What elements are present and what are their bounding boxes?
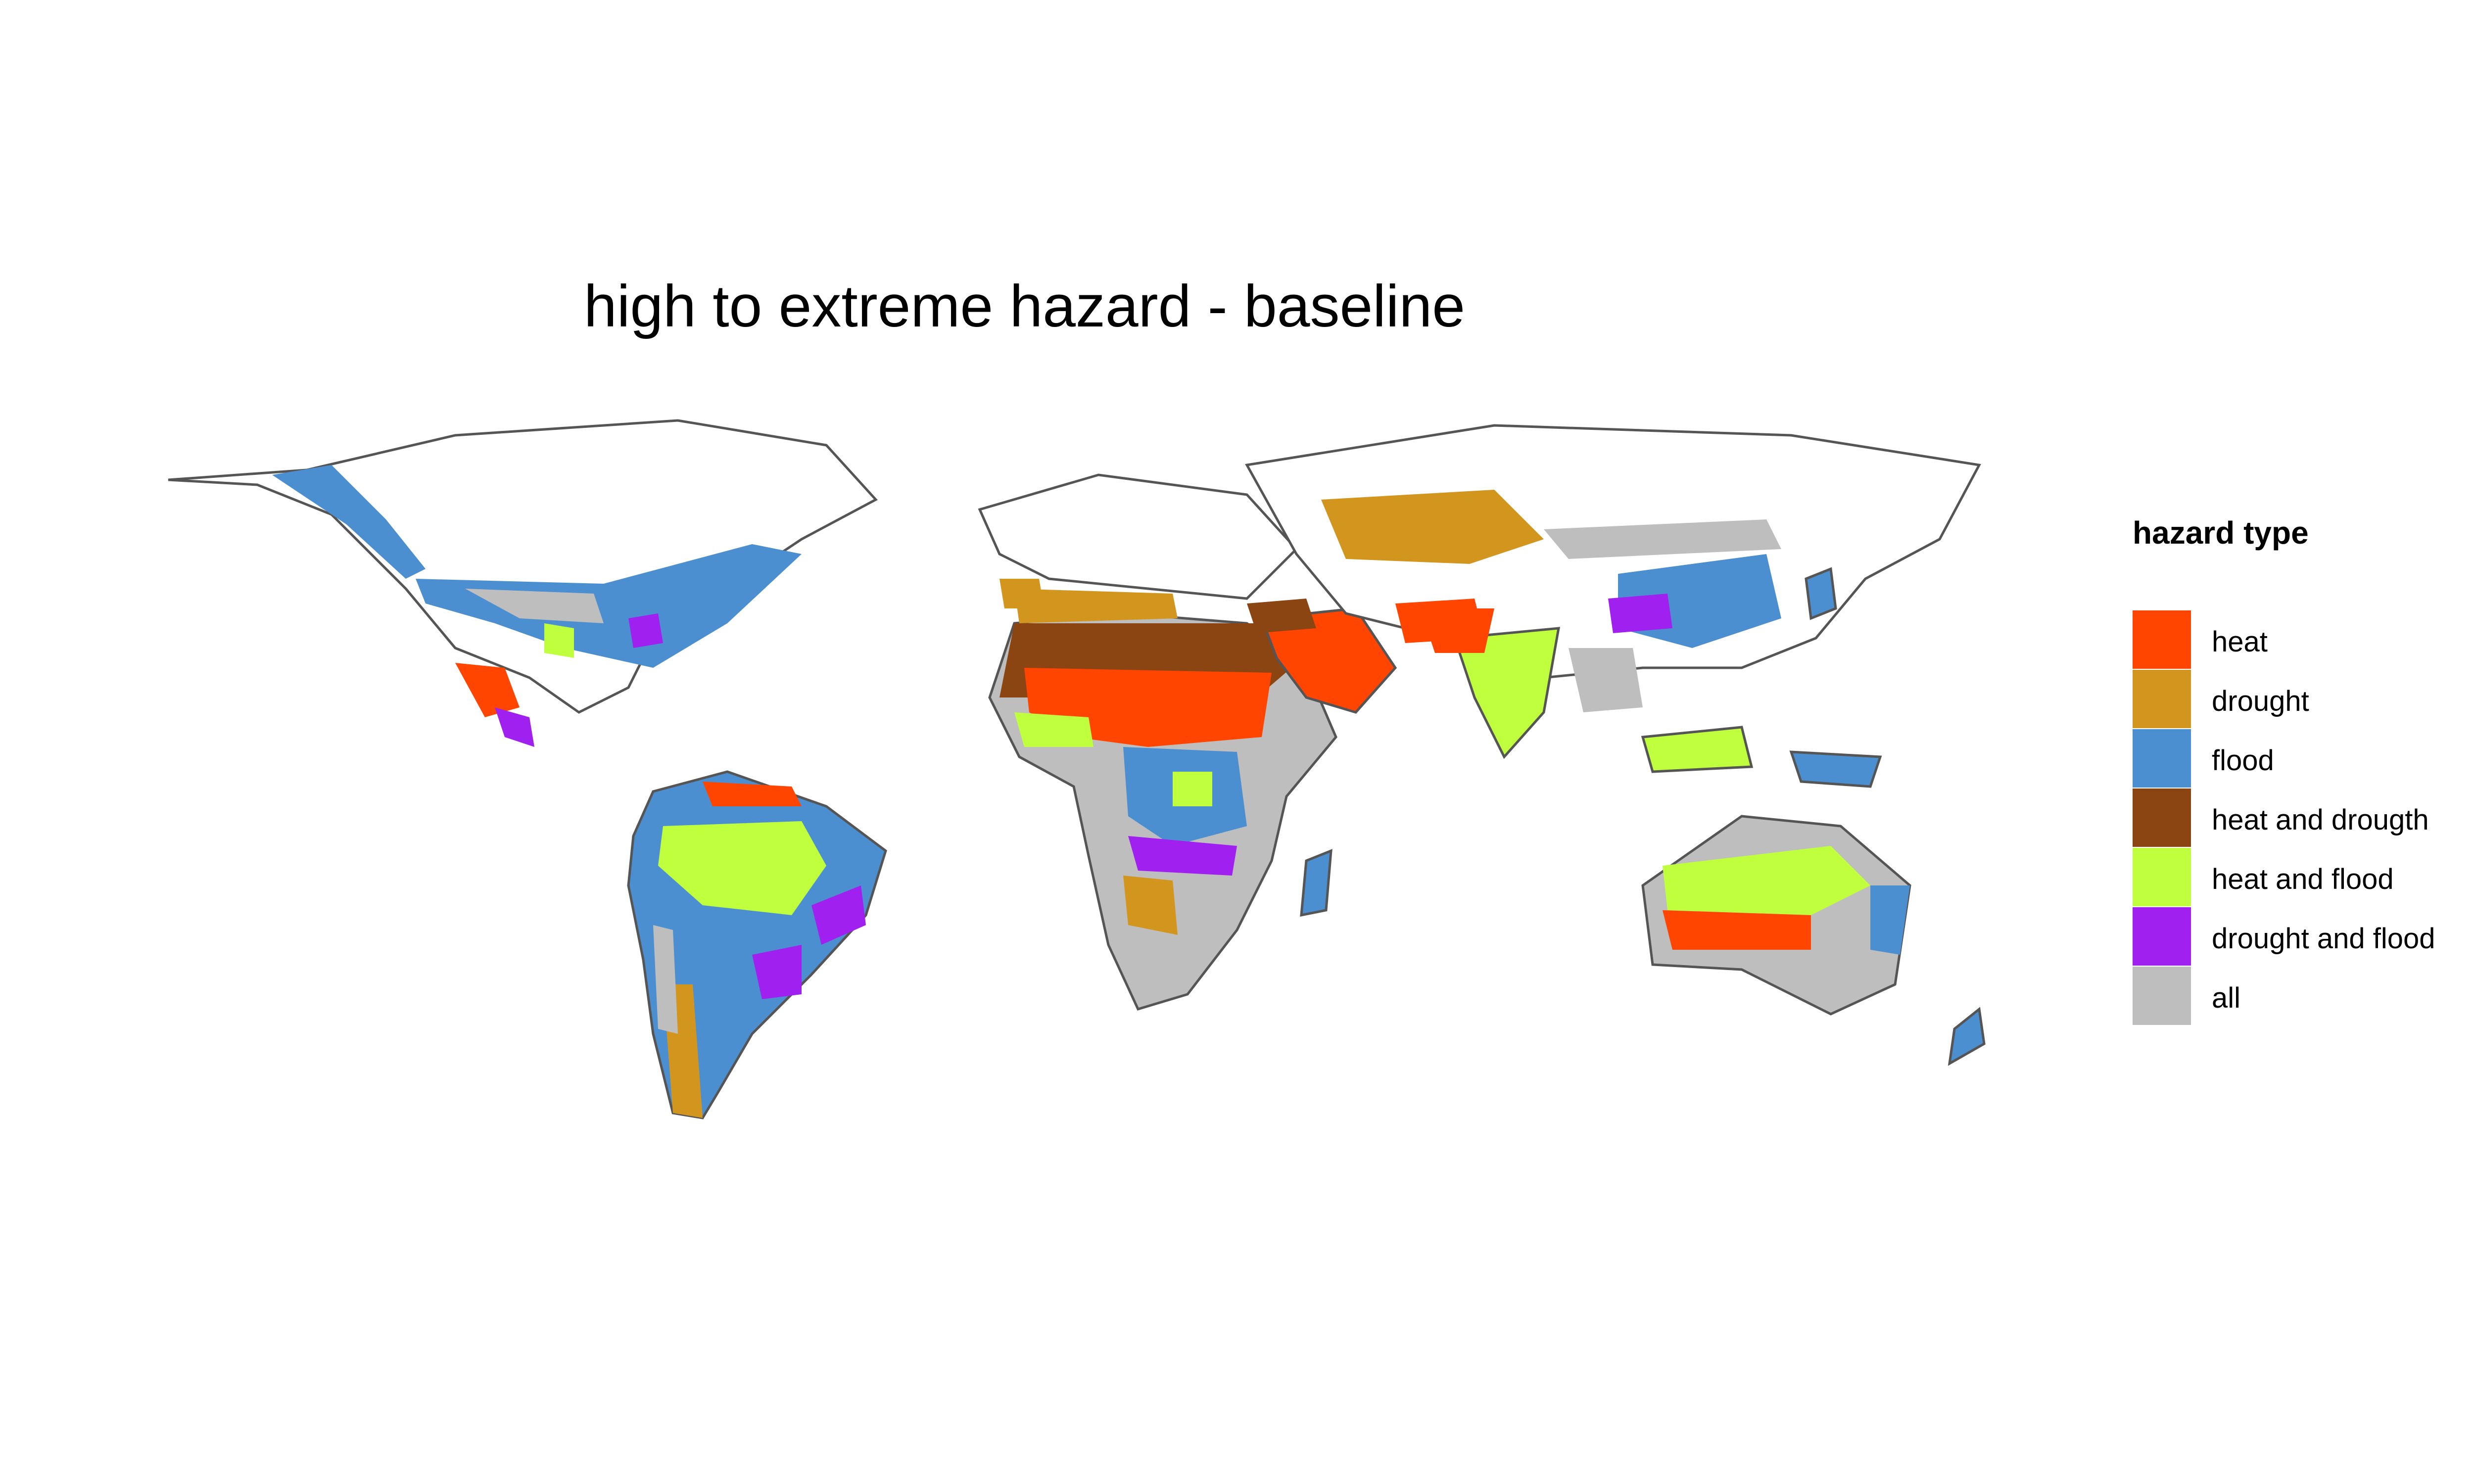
legend-swatch	[2133, 729, 2191, 788]
region-europe-land	[978, 473, 1298, 600]
legend-item-flood: flood	[2133, 729, 2474, 788]
legend-swatch	[2133, 788, 2191, 847]
legend-swatch	[2133, 907, 2191, 966]
legend-label: all	[2212, 982, 2241, 1014]
legend-item-heat-drought: heat and drougth	[2133, 788, 2474, 848]
region-parana-dryflood	[752, 945, 802, 999]
region-central-asia-drought	[1321, 490, 1544, 564]
legend-item-drought-flood: drought and flood	[2133, 907, 2474, 967]
region-north-africa-drought	[1014, 589, 1178, 623]
region-amazon-heatflood	[658, 821, 826, 915]
region-indonesia-heatflood	[1641, 726, 1754, 773]
world-hazard-map	[168, 419, 1986, 1119]
region-madagascar-flood	[1300, 849, 1332, 917]
region-usa-grey	[465, 589, 604, 623]
region-brazil-dryflood	[811, 885, 866, 945]
legend-label: heat and drougth	[2212, 804, 2429, 836]
region-china-dryflood	[1608, 594, 1672, 633]
region-pakistan-heat	[1420, 608, 1494, 653]
region-new-guinea-flood	[1789, 750, 1882, 788]
legend: hazard type heat drought flood heat and dro…	[2133, 514, 2474, 1026]
region-alaska-flood	[272, 465, 426, 579]
region-japan-flood	[1805, 567, 1837, 620]
region-venezuela-heat	[703, 782, 802, 806]
region-australia-heat	[1663, 910, 1811, 950]
legend-item-heat-flood: heat and flood	[2133, 848, 2474, 907]
legend-label: heat	[2212, 626, 2268, 658]
region-se-asia-grey	[1569, 648, 1643, 712]
region-mideast-heatdrought	[1247, 599, 1316, 633]
region-india-heatflood	[1453, 627, 1561, 759]
region-mongolia-grey	[1544, 519, 1781, 559]
region-usa-flood	[416, 544, 802, 668]
legend-label: drought	[2212, 685, 2309, 717]
legend-items: heat drought flood heat and drougth heat and…	[2133, 610, 2474, 1026]
legend-item-all: all	[2133, 967, 2474, 1026]
region-chile-grey	[653, 925, 678, 1034]
hazard-regions	[168, 419, 1986, 1119]
legend-item-drought: drought	[2133, 670, 2474, 729]
region-usa-heatflood	[544, 623, 574, 658]
legend-label: drought and flood	[2212, 923, 2435, 955]
legend-swatch	[2133, 967, 2191, 1025]
legend-swatch	[2133, 610, 2191, 669]
legend-item-heat: heat	[2133, 610, 2474, 670]
legend-label: heat and flood	[2212, 863, 2394, 895]
region-usa-dryflood	[628, 613, 663, 648]
region-west-africa-heatflood	[1014, 712, 1094, 747]
region-new-zealand-flood	[1948, 1007, 1986, 1066]
region-zambia-dryflood	[1128, 836, 1237, 876]
region-namibia-drought	[1123, 876, 1178, 935]
legend-title: hazard type	[2133, 515, 2309, 551]
legend-swatch	[2133, 670, 2191, 728]
region-mexico-dryflood	[495, 707, 534, 747]
region-australia-heatflood	[1663, 846, 1870, 915]
region-mexico-heat	[455, 663, 520, 717]
region-australia-east-flood	[1870, 885, 1910, 955]
legend-swatch	[2133, 848, 2191, 906]
legend-label: flood	[2212, 744, 2274, 777]
map-title: high to extreme hazard - baseline	[584, 273, 1466, 339]
region-congo-heatflood	[1173, 772, 1212, 806]
